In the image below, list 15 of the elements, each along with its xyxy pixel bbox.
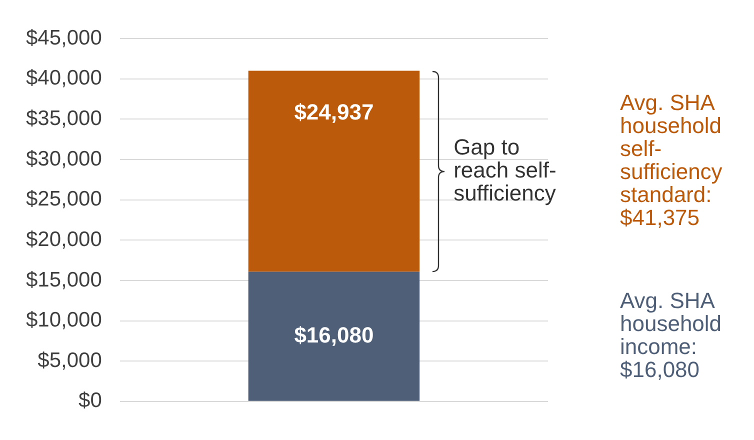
y-tick-label: $25,000 bbox=[26, 188, 102, 211]
y-tick-label: $40,000 bbox=[26, 66, 102, 90]
y-tick-label: $30,000 bbox=[26, 147, 102, 170]
text: Avg. SHA household self-sufficiency standard: $41,375 bbox=[620, 90, 722, 230]
data-label: $24,937 bbox=[294, 99, 374, 124]
annotation: Gap to reach self-sufficiency bbox=[454, 134, 556, 206]
data-label: $16,080 bbox=[294, 322, 374, 348]
y-tick-label: $0 bbox=[78, 389, 102, 412]
y-tick-label: $20,000 bbox=[26, 228, 102, 251]
text: Avg. SHA household income: $16,080 bbox=[620, 288, 722, 382]
y-tick-label: $45,000 bbox=[26, 26, 102, 50]
y-tick-label: $10,000 bbox=[26, 308, 102, 332]
y-tick-label: $5,000 bbox=[38, 348, 102, 372]
y-tick-label: $35,000 bbox=[26, 107, 102, 130]
y-tick-label: $15,000 bbox=[26, 268, 102, 292]
